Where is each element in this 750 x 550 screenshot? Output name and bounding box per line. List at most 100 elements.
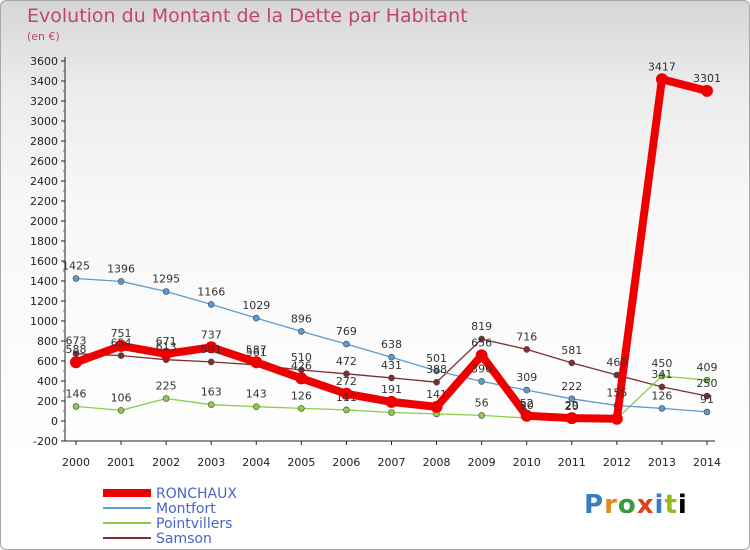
data-label-montfort: 396 [471, 362, 492, 375]
data-label-montfort: 222 [561, 380, 582, 393]
data-label-samson: 613 [156, 341, 177, 354]
data-point-samson [703, 392, 711, 400]
data-point-ronchaux [70, 356, 82, 369]
x-tick-label: 2005 [287, 456, 315, 469]
y-tick-label: 2400 [30, 175, 58, 188]
data-label-ronchaux: 272 [336, 375, 357, 388]
data-point-pointvillers [703, 376, 711, 384]
data-label-pointvillers: 20 [565, 400, 579, 413]
legend-label-ronchaux: RONCHAUX [156, 486, 237, 502]
chart-title: Evolution du Montant de la Dette par Hab… [27, 5, 468, 27]
data-point-pointvillers [388, 409, 395, 416]
y-tick-label: 2000 [30, 215, 58, 228]
y-tick-label: 2600 [30, 155, 58, 168]
data-label-samson: 341 [651, 368, 672, 381]
data-labels: 673 654 613 591 561 510 472 431 388 819 716 581 460 3… [62, 60, 721, 413]
x-tick-label: 2013 [648, 456, 676, 469]
data-point-montfort [117, 278, 125, 285]
data-point-samson [207, 358, 215, 366]
legend-label-montfort: Montfort [156, 501, 216, 517]
data-point-montfort [433, 367, 440, 375]
y-tick-label: 1000 [30, 315, 58, 328]
data-label-pointvillers: 106 [111, 391, 132, 404]
data-label-pointvillers: 56 [475, 396, 489, 409]
y-tick-label: -200 [33, 435, 58, 448]
data-point-montfort [478, 378, 485, 385]
chart-unit: (en €) [27, 30, 60, 43]
data-label-samson: 654 [111, 337, 132, 350]
y-tick-label: 1600 [30, 255, 58, 268]
data-label-montfort: 126 [651, 389, 672, 402]
x-tick-label: 2014 [693, 456, 721, 469]
x-tick-label: 2010 [513, 456, 541, 469]
data-point-ronchaux [340, 387, 353, 400]
data-point-montfort [343, 340, 350, 348]
data-point-ronchaux [385, 395, 398, 408]
data-point-samson [388, 374, 395, 382]
x-tick-label: 2006 [332, 456, 360, 469]
data-label-samson: 591 [201, 343, 222, 356]
data-label-ronchaux: 191 [381, 383, 402, 396]
data-point-pointvillers [207, 401, 215, 409]
data-point-pointvillers [72, 403, 80, 410]
data-label-montfort: 309 [516, 371, 537, 384]
data-label-montfort: 155 [606, 387, 627, 400]
data-label-pointvillers: 409 [697, 361, 718, 374]
data-point-ronchaux [520, 409, 533, 422]
y-tick-label: 800 [37, 335, 58, 348]
data-point-montfort [523, 386, 531, 394]
data-label-montfort: 1029 [242, 299, 270, 312]
data-label-montfort: 501 [426, 352, 447, 365]
data-point-ronchaux [115, 339, 128, 352]
x-tick-label: 2001 [107, 456, 135, 469]
data-label-ronchaux: 587 [246, 343, 267, 356]
legend-label-samson: Samson [156, 531, 212, 547]
data-point-samson [523, 346, 531, 353]
data-label-samson: 673 [66, 335, 87, 348]
y-tick-label: 3400 [30, 75, 58, 88]
data-label-montfort: 896 [291, 312, 312, 325]
data-point-ronchaux [655, 73, 668, 86]
data-label-ronchaux: 588 [66, 343, 87, 356]
data-point-montfort [568, 395, 576, 403]
x-tick-label: 2003 [197, 456, 225, 469]
data-label-samson: 388 [426, 363, 447, 376]
data-point-pointvillers [162, 395, 170, 402]
y-tick-label: 0 [51, 415, 58, 428]
data-point-ronchaux [701, 84, 713, 97]
data-label-samson: 460 [606, 356, 627, 369]
data-point-pointvillers [252, 403, 260, 411]
x-tick-label: 2007 [378, 456, 406, 469]
data-label-samson: 250 [697, 377, 718, 390]
data-point-samson [478, 335, 485, 343]
data-point-ronchaux [565, 412, 578, 425]
data-label-ronchaux: 656 [471, 336, 492, 349]
data-point-ronchaux [295, 372, 308, 385]
y-tick-label: 2200 [30, 195, 58, 208]
data-label-montfort: 769 [336, 325, 357, 338]
x-tick-label: 2009 [468, 456, 496, 469]
x-tick-label: 2000 [62, 456, 90, 469]
data-label-samson: 510 [291, 351, 312, 364]
proxiti-logo: Proxiti [584, 490, 688, 520]
data-point-ronchaux [160, 347, 173, 360]
series-lines [70, 73, 713, 425]
data-label-ronchaux: 426 [291, 359, 312, 372]
data-point-montfort [298, 328, 305, 335]
data-label-samson: 561 [246, 346, 267, 359]
data-label-pointvillers: 163 [201, 386, 222, 399]
data-label-ronchaux: 141 [426, 388, 447, 401]
data-label-ronchaux: 3417 [648, 60, 676, 73]
data-point-montfort [658, 405, 666, 412]
data-label-montfort: 1166 [197, 285, 225, 298]
y-tick-label: 600 [37, 355, 58, 368]
data-label-samson: 431 [381, 359, 402, 372]
data-label-montfort: 638 [381, 338, 402, 351]
x-tick-label: 2011 [558, 456, 586, 469]
x-tick-label: 2004 [242, 456, 270, 469]
data-label-pointvillers: 111 [336, 391, 357, 404]
data-label-ronchaux: 3301 [693, 72, 721, 85]
